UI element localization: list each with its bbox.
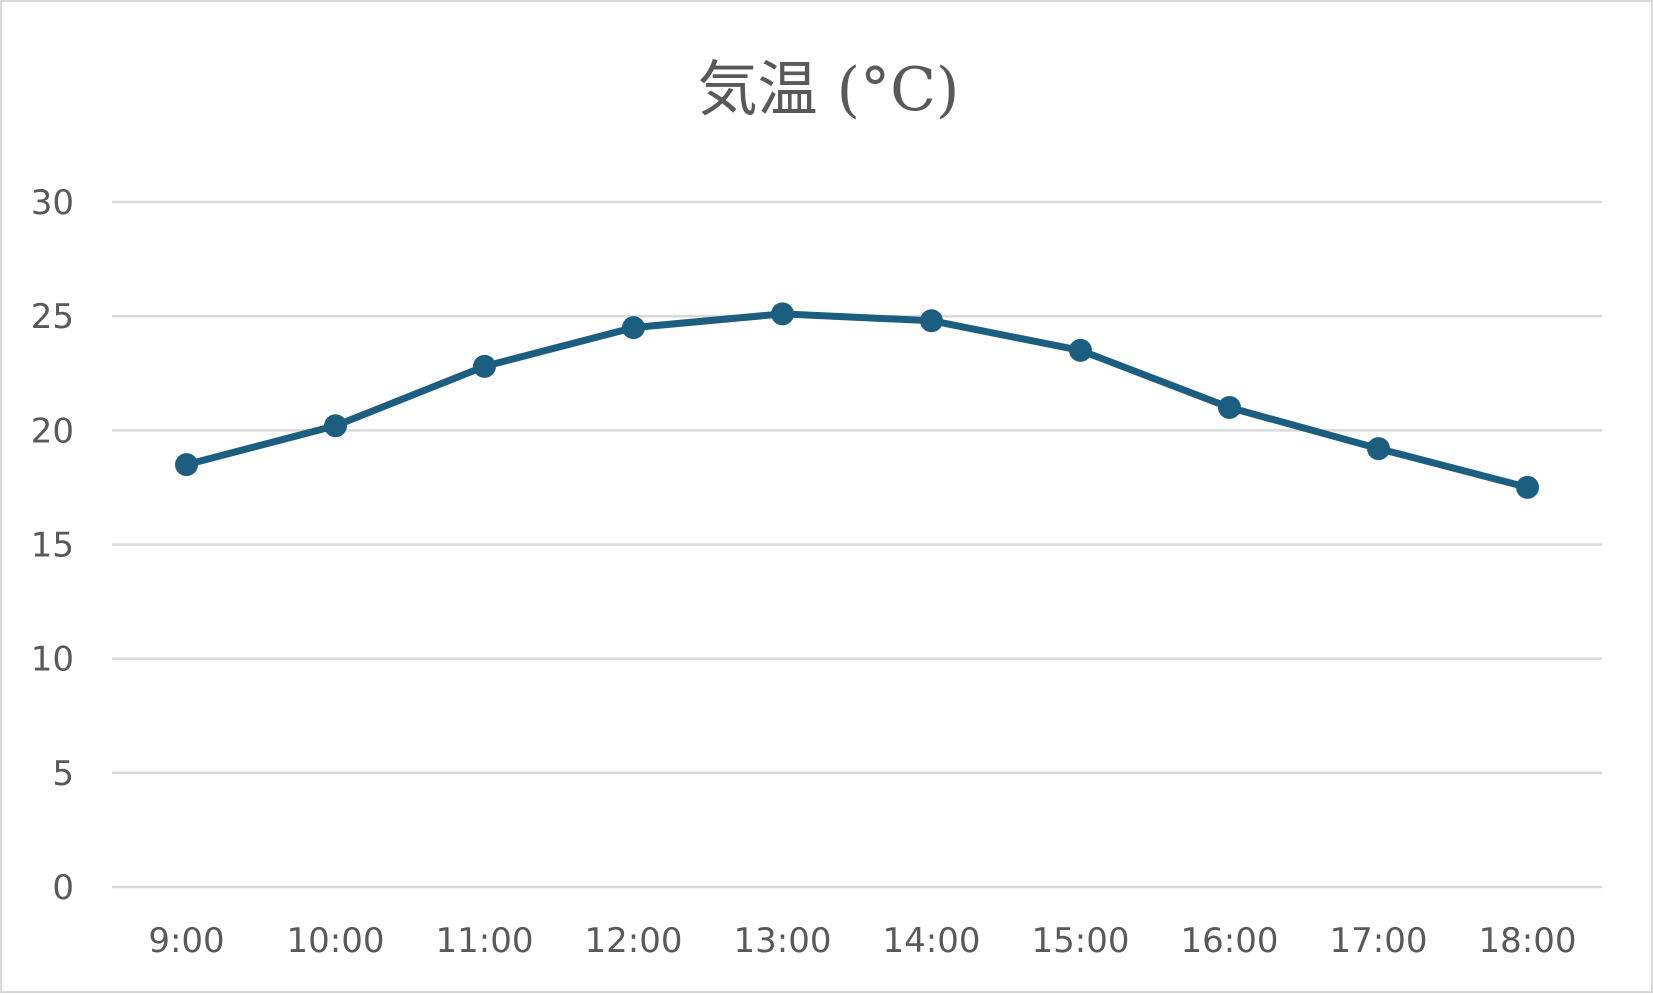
series-layer [175, 302, 1539, 499]
x-tick-label: 12:00 [585, 921, 683, 961]
gridlines [112, 200, 1602, 889]
x-tick-label: 15:00 [1032, 921, 1130, 961]
x-tick-label: 14:00 [883, 921, 981, 961]
y-tick-label: 10 [31, 640, 74, 680]
data-point [622, 316, 645, 340]
y-axis-ticks: 0 5 10 15 20 25 30 [31, 183, 74, 908]
data-point [1367, 437, 1390, 461]
y-tick-label: 0 [52, 868, 74, 908]
y-tick-label: 25 [31, 297, 74, 337]
data-point [1069, 338, 1092, 362]
chart-title: 気温 (°C) [697, 55, 960, 125]
y-tick-label: 20 [31, 411, 74, 451]
data-point [771, 302, 794, 326]
x-tick-label: 9:00 [148, 921, 224, 961]
data-point [1516, 475, 1539, 499]
y-tick-label: 30 [31, 183, 74, 223]
x-tick-label: 10:00 [287, 921, 385, 961]
x-tick-label: 16:00 [1181, 921, 1279, 961]
data-point [175, 453, 198, 477]
x-tick-label: 13:00 [734, 921, 832, 961]
y-tick-label: 15 [31, 526, 74, 566]
x-tick-label: 11:00 [436, 921, 534, 961]
data-point [473, 354, 496, 378]
data-point [1218, 396, 1241, 419]
x-tick-label: 18:00 [1479, 921, 1577, 961]
x-tick-label: 17:00 [1330, 921, 1428, 961]
x-axis-ticks: 9:00 10:00 11:00 12:00 13:00 14:00 15:00 16:00 1… [148, 921, 1576, 961]
y-tick-label: 5 [52, 754, 74, 794]
series-line [183, 310, 1531, 491]
data-point [920, 309, 943, 333]
data-point [324, 414, 347, 438]
